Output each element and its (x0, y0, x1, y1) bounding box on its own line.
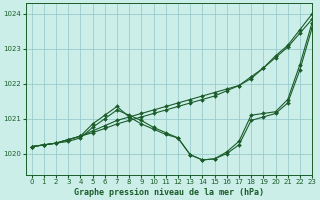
X-axis label: Graphe pression niveau de la mer (hPa): Graphe pression niveau de la mer (hPa) (74, 188, 264, 197)
